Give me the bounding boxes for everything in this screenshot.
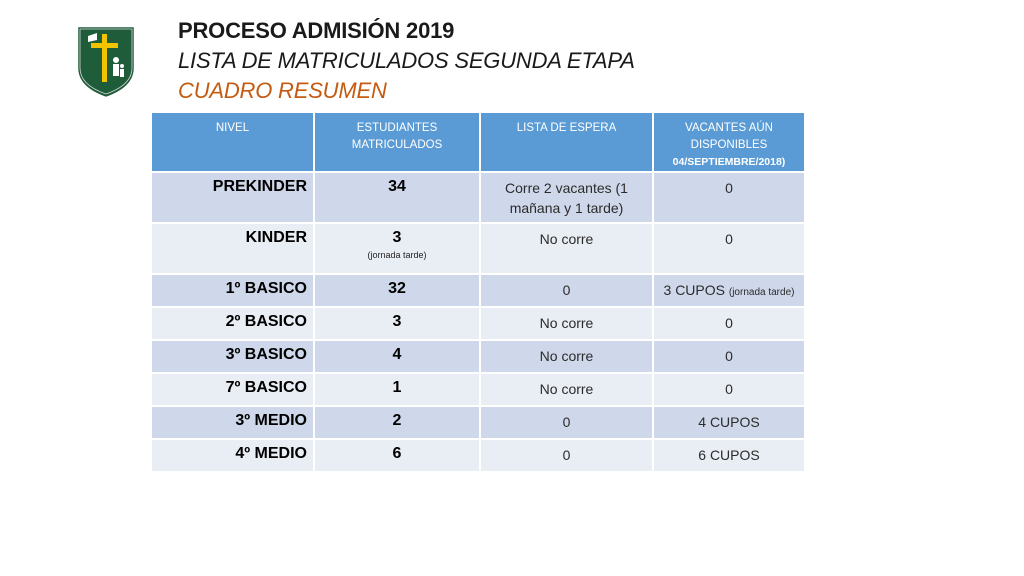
cell-level: 3º BASICO (150, 339, 315, 374)
cell-wait: No corre (479, 306, 654, 341)
title-block: PROCESO ADMISIÓN 2019 LISTA DE MATRICULA… (178, 16, 635, 106)
table-header-row: NIVEL ESTUDIANTES MATRICULADOS LISTA DE E… (150, 111, 806, 173)
cell-count: 2 (313, 405, 481, 440)
summary-table: NIVEL ESTUDIANTES MATRICULADOS LISTA DE E… (150, 111, 806, 473)
cell-count: 32 (313, 273, 481, 308)
cell-vacancies: 0 (652, 372, 806, 407)
cell-level: 3º MEDIO (150, 405, 315, 440)
cell-level: 1º BASICO (150, 273, 315, 308)
cell-wait: No corre (479, 372, 654, 407)
cell-count: 1 (313, 372, 481, 407)
cell-wait: Corre 2 vacantes (1 mañana y 1 tarde) (479, 171, 654, 224)
page-title: PROCESO ADMISIÓN 2019 (178, 18, 455, 43)
page-subtitle: LISTA DE MATRICULADOS SEGUNDA ETAPA (178, 48, 635, 73)
cell-wait: 0 (479, 438, 654, 473)
table-row: KINDER 3 (jornada tarde) No corre 0 (150, 222, 806, 275)
header-vacantes: VACANTES AÚN DISPONIBLES 04/SEPTIEMBRE/201… (652, 111, 806, 173)
table-row: 2º BASICO 3 No corre 0 (150, 306, 806, 341)
table-row: 3º MEDIO 2 0 4 CUPOS (150, 405, 806, 440)
cell-level: 7º BASICO (150, 372, 315, 407)
cell-level: 2º BASICO (150, 306, 315, 341)
cell-level: PREKINDER (150, 171, 315, 224)
cell-wait: No corre (479, 222, 654, 275)
table-row: PREKINDER 34 Corre 2 vacantes (1 mañana … (150, 171, 806, 224)
cell-vacancies: 3 CUPOS (jornada tarde) (652, 273, 806, 308)
header-nivel: NIVEL (150, 111, 315, 173)
cell-vacancies: 6 CUPOS (652, 438, 806, 473)
cell-vacancies: 0 (652, 339, 806, 374)
cell-count: 34 (313, 171, 481, 224)
table-row: 7º BASICO 1 No corre 0 (150, 372, 806, 407)
vacancies-note: (jornada tarde) (728, 287, 795, 298)
cell-vacancies: 4 CUPOS (652, 405, 806, 440)
cell-count: 3 (jornada tarde) (313, 222, 481, 275)
cell-count: 3 (313, 306, 481, 341)
cell-level: 4º MEDIO (150, 438, 315, 473)
section-title: CUADRO RESUMEN (178, 78, 387, 103)
cell-vacancies: 0 (652, 306, 806, 341)
school-crest-icon (75, 24, 137, 100)
cell-count: 6 (313, 438, 481, 473)
header-estudiantes: ESTUDIANTES MATRICULADOS (313, 111, 481, 173)
cell-vacancies: 0 (652, 171, 806, 224)
cell-count: 4 (313, 339, 481, 374)
cell-wait: 0 (479, 405, 654, 440)
table-row: 3º BASICO 4 No corre 0 (150, 339, 806, 374)
header-lista-espera: LISTA DE ESPERA (479, 111, 654, 173)
cell-wait: 0 (479, 273, 654, 308)
cell-wait: No corre (479, 339, 654, 374)
cell-level: KINDER (150, 222, 315, 275)
count-note: (jornada tarde) (367, 250, 427, 260)
table-row: 1º BASICO 32 0 3 CUPOS (jornada tarde) (150, 273, 806, 308)
table-row: 4º MEDIO 6 0 6 CUPOS (150, 438, 806, 473)
cell-vacancies: 0 (652, 222, 806, 275)
